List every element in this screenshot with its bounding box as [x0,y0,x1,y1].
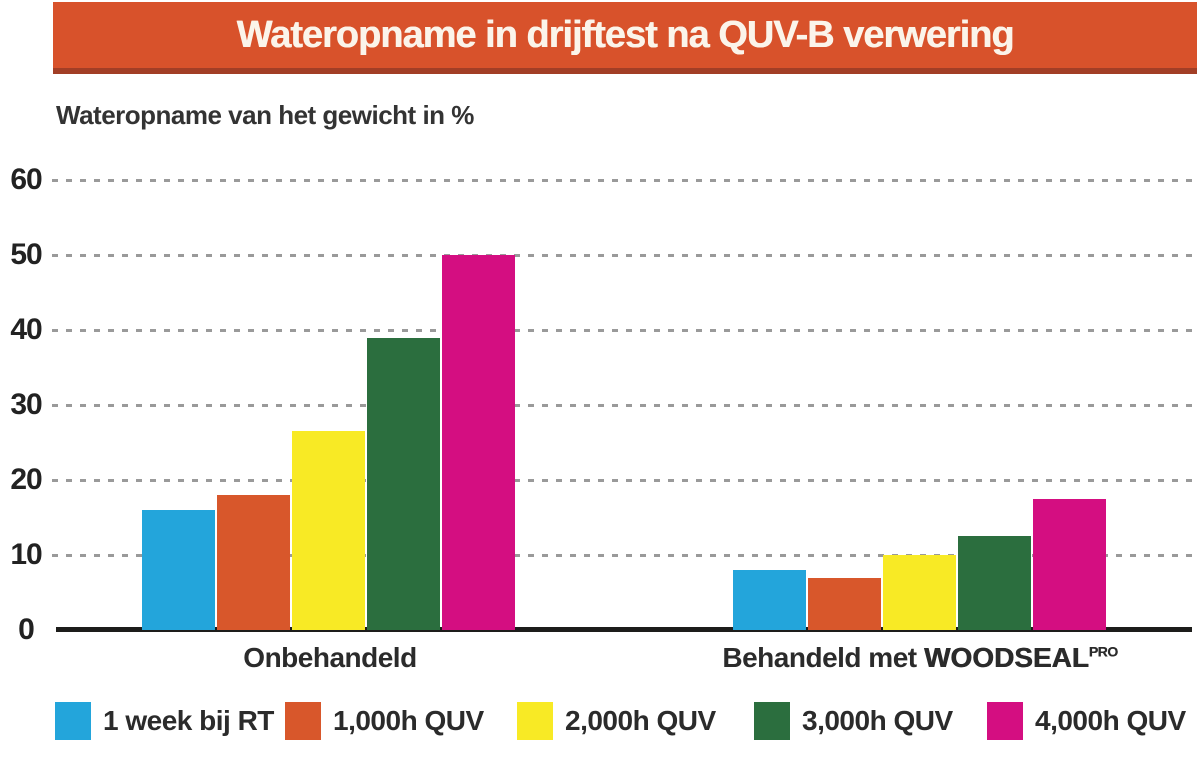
legend-label: 1,000h QUV [333,705,484,736]
chart-title-banner: Wateropname in drijftest na QUV-B verwer… [53,2,1197,74]
legend-swatch-orange [285,702,321,740]
y-tick-60: 60 [10,163,42,196]
plot-area: 0 10 20 30 40 50 60 [0,140,1200,646]
legend-item-1-week-rt: 1 week bij RT [55,702,274,740]
legend-item-1000h-quv: 1,000h QUV [285,702,484,740]
legend-swatch-green [754,702,790,740]
y-axis-unit-label: Wateropname van het gewicht in % [56,100,474,130]
legend-swatch-cyan [55,702,91,740]
x-axis-labels: Onbehandeld Behandeld met WOODSEALPRO [0,642,1200,680]
gridline-20 [52,479,1192,482]
bar-3-000h-quv-behandeld [958,536,1031,630]
legend-item-2000h-quv: 2,000h QUV [517,702,716,740]
gridline-10 [52,554,1192,557]
y-tick-30: 30 [10,388,42,421]
legend-swatch-yellow [517,702,553,740]
bar-3-000h-quv-onbehandeld [367,337,440,630]
bar-1-000h-quv-behandeld [808,577,881,630]
x-axis-line [56,627,1192,632]
woodseal-pro-superscript: PRO [1088,643,1118,660]
legend: 1 week bij RT 1,000h QUV 2,000h QUV 3,00… [0,702,1200,746]
gridline-50 [52,254,1192,257]
gridline-30 [52,404,1192,407]
group-label-prefix: Behandeld met [722,642,924,673]
legend-label: 1 week bij RT [103,705,274,736]
bar-4-000h-quv-onbehandeld [442,255,515,630]
legend-label: 4,000h QUV [1035,705,1186,736]
bar-1-000h-quv-onbehandeld [217,495,290,630]
bar-4-000h-quv-behandeld [1033,498,1106,630]
y-tick-50: 50 [10,238,42,271]
bar-2-000h-quv-onbehandeld [292,431,365,630]
gridline-60 [52,179,1192,182]
y-tick-0: 0 [18,613,35,646]
woodseal-brand-text: WOODSEAL [923,642,1089,673]
legend-swatch-magenta [987,702,1023,740]
gridline-40 [52,329,1192,332]
legend-label: 2,000h QUV [565,705,716,736]
y-tick-10: 10 [10,538,42,571]
legend-label: 3,000h QUV [802,705,953,736]
y-tick-20: 20 [10,463,42,496]
y-tick-40: 40 [10,313,42,346]
bar-2-000h-quv-behandeld [883,555,956,630]
bar-1-week-bij-rt-onbehandeld [142,510,215,630]
chart-title: Wateropname in drijftest na QUV-B verwer… [236,13,1015,56]
group-label-behandeld: Behandeld met WOODSEALPRO [700,642,1140,674]
legend-item-4000h-quv: 4,000h QUV [987,702,1186,740]
group-label-onbehandeld: Onbehandeld [243,642,417,673]
legend-item-3000h-quv: 3,000h QUV [754,702,953,740]
bar-1-week-bij-rt-behandeld [733,570,806,630]
